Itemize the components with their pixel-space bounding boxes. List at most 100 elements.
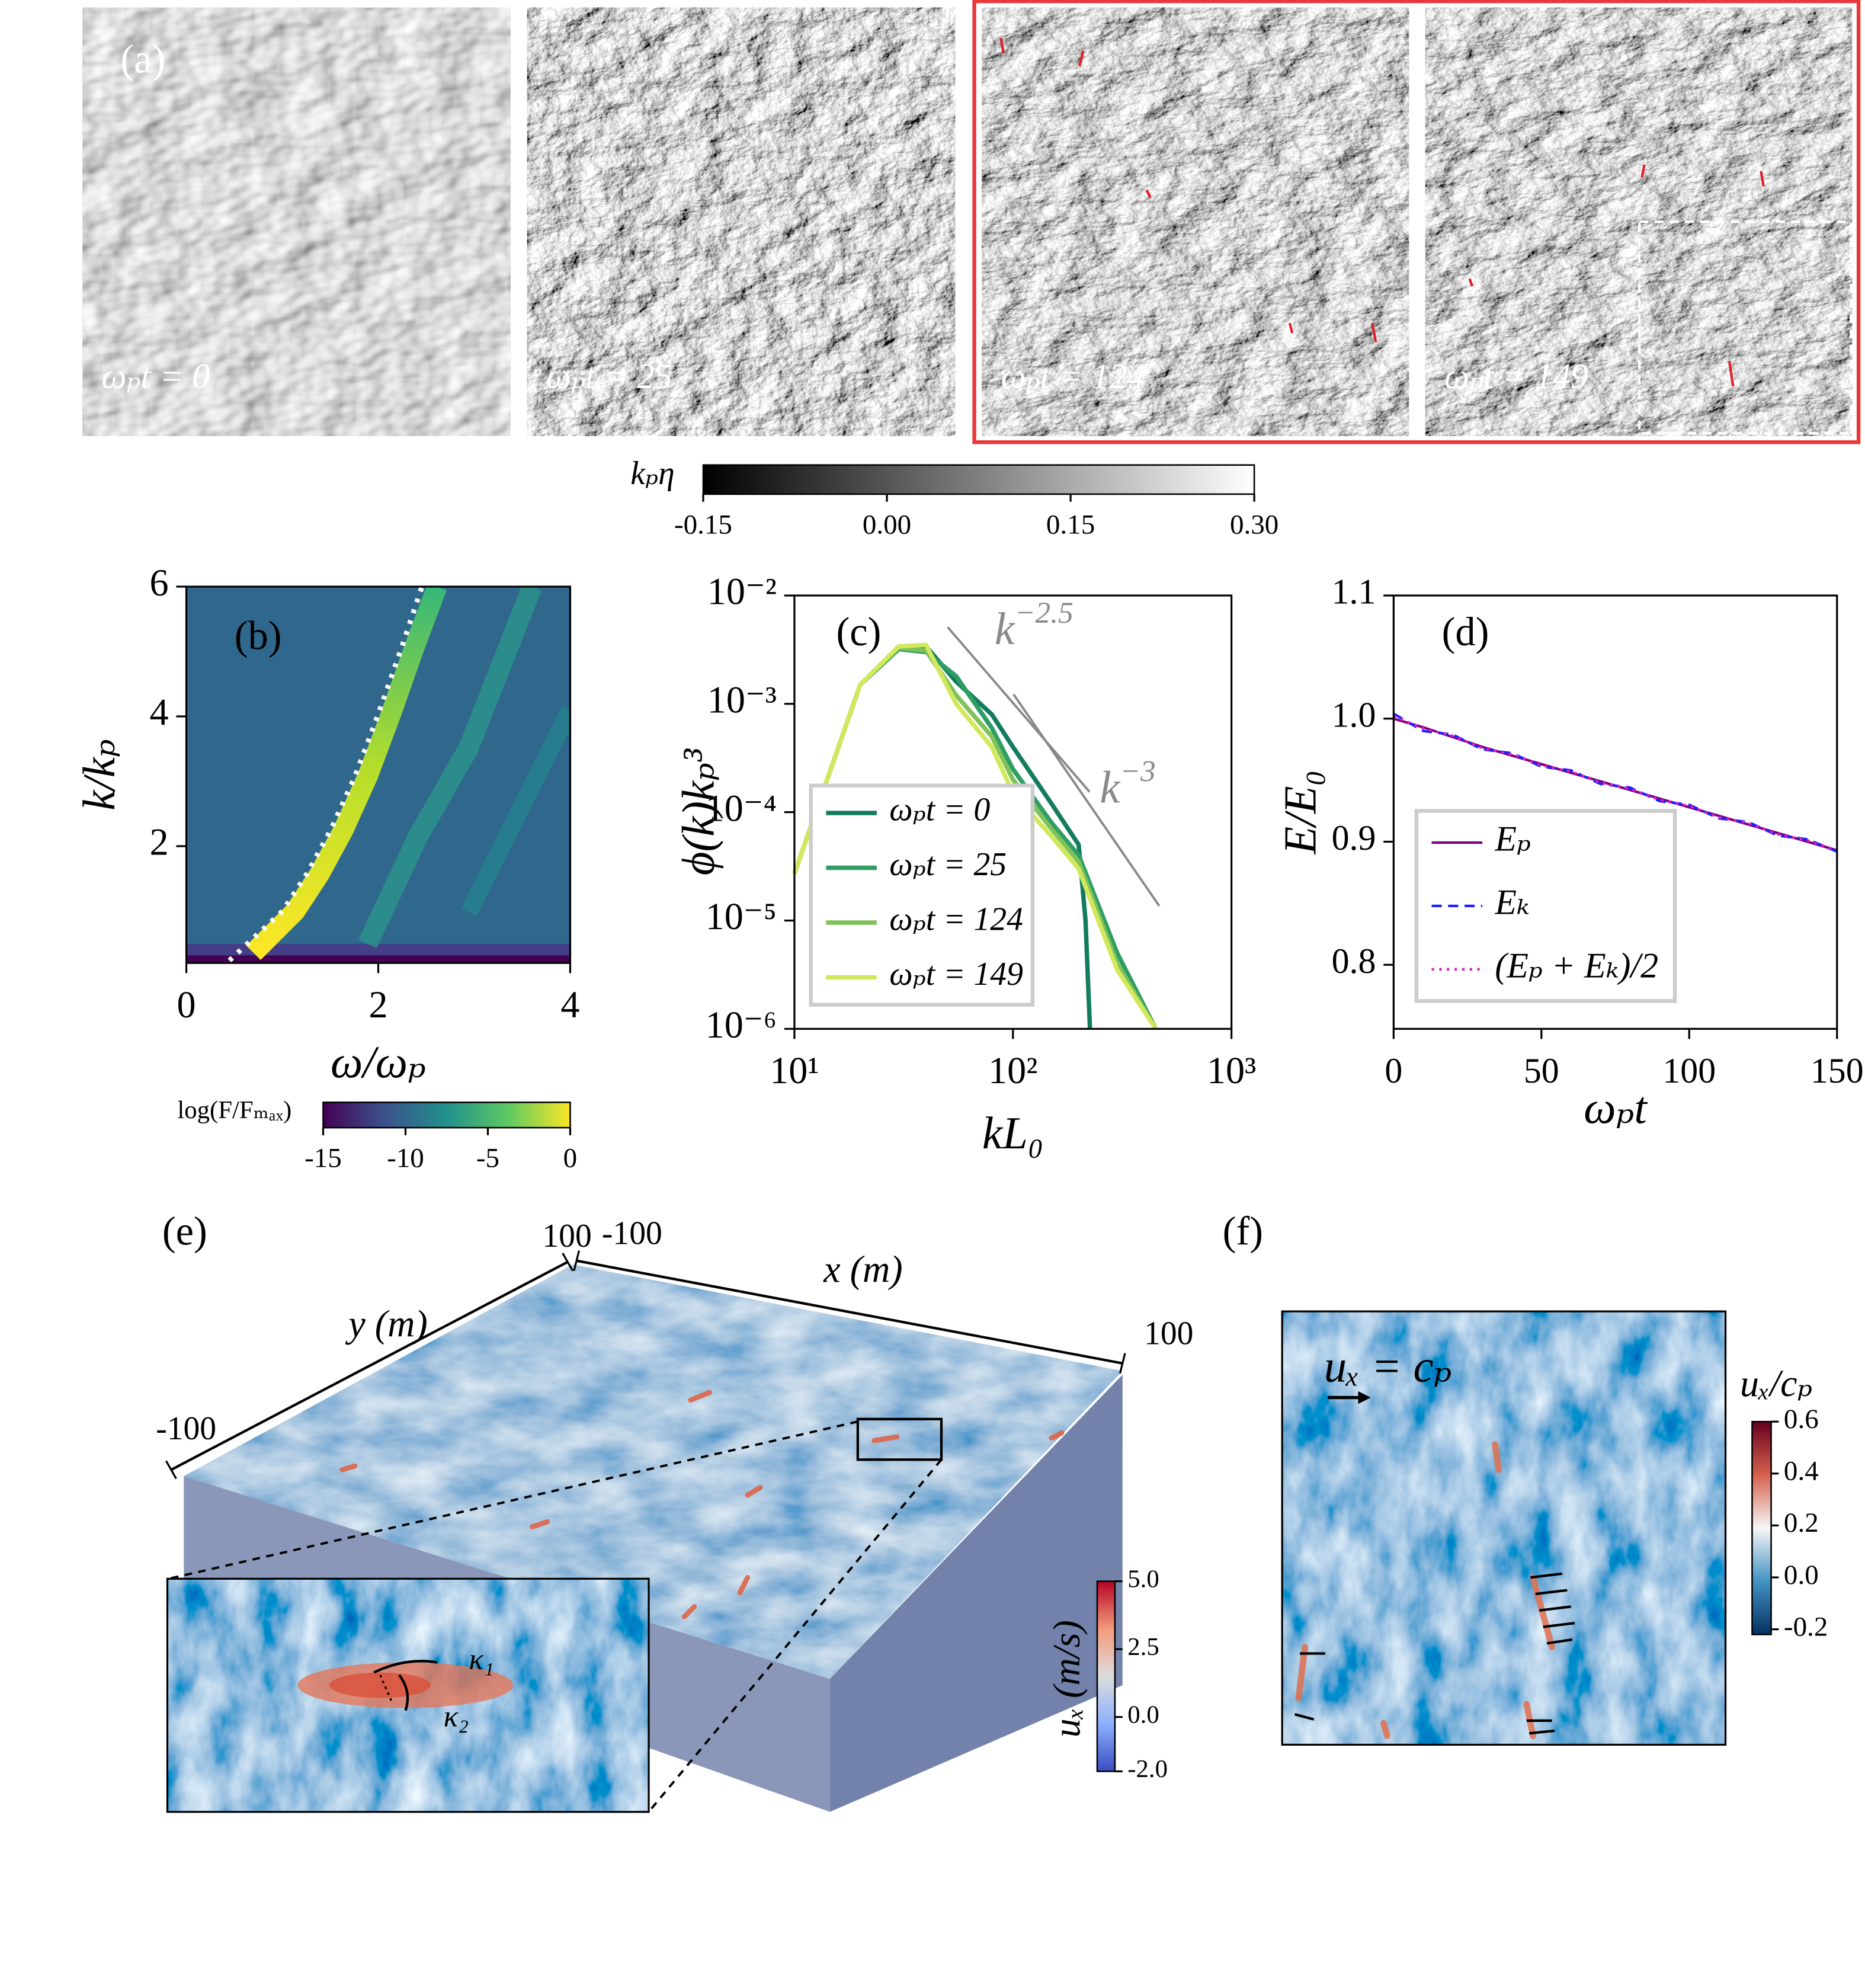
colorbar-tick-label: -0.15	[674, 509, 732, 540]
axis-label: x (m)	[823, 1248, 903, 1291]
legend-label: ωₚt = 124	[889, 901, 1023, 938]
panel-label: (d)	[1442, 609, 1489, 654]
plot-frame	[185, 585, 572, 964]
tick-label: 100	[1144, 1315, 1193, 1352]
y-tick-label: 2	[150, 821, 169, 863]
heatmap-strip	[186, 955, 571, 963]
x-tick-label: 10²	[988, 1049, 1037, 1091]
colorbar-tick-label: 0.4	[1784, 1456, 1819, 1487]
axis-line	[170, 1260, 569, 1471]
velocity-map	[1282, 1311, 1726, 1745]
curvature-arc	[379, 1675, 394, 1705]
surface-image	[982, 7, 1409, 436]
time-label: ωₚt = 149	[1444, 357, 1588, 396]
tick-label: -100	[156, 1410, 216, 1447]
colorbar-label: uₓ/cₚ	[1740, 1362, 1812, 1404]
heatmap-band	[358, 587, 542, 949]
plot-frame	[793, 594, 1233, 1030]
tick	[1119, 1353, 1126, 1374]
colorbar-tick-label: 0.30	[1230, 509, 1278, 540]
tick	[573, 1250, 580, 1272]
y-axis-label: E/E₀	[1274, 770, 1325, 855]
dispersion-line	[227, 587, 425, 962]
x-tick-label: 0	[177, 984, 196, 1026]
colorbar-label: uₓ (m/s)	[1046, 1620, 1088, 1737]
x-tick-label: 150	[1810, 1051, 1864, 1090]
series-line	[1393, 712, 1838, 853]
heatmap-band	[460, 705, 571, 917]
x-tick-label: 100	[1662, 1051, 1716, 1090]
legend-label: Eₚ	[1494, 819, 1531, 859]
panel-label: (c)	[836, 609, 881, 654]
colorbar-tick-label: 0	[563, 1142, 578, 1173]
colorbar-tick-label: -10	[387, 1142, 424, 1173]
curvature-arc	[373, 1660, 438, 1674]
legend-label: (Eₚ + Eₖ)/2	[1495, 946, 1658, 985]
surface-image	[527, 7, 956, 436]
block-side	[829, 1375, 1123, 1812]
colorbar-tick-label: 0.0	[1784, 1560, 1819, 1590]
tick	[562, 1252, 574, 1272]
colorbar-tick-label: -15	[305, 1142, 342, 1173]
colorbar-tick-label: -2.0	[1127, 1755, 1168, 1783]
colorbar	[322, 1102, 571, 1129]
x-tick-label: 10¹	[770, 1049, 819, 1091]
x-tick-label: 50	[1524, 1051, 1559, 1090]
colorbar	[1751, 1420, 1772, 1635]
axis-line	[576, 1259, 1123, 1365]
x-tick-label: 10³	[1207, 1049, 1256, 1091]
y-tick-label: 10⁻³	[707, 679, 777, 721]
y-tick-label: 1.0	[1332, 695, 1376, 734]
annotation-base: k	[995, 603, 1016, 654]
y-tick-label: 10⁻²	[707, 571, 777, 613]
plot-frame	[1392, 594, 1838, 1030]
tick-label: 100	[542, 1218, 591, 1254]
y-tick-label: 10⁻⁶	[706, 1004, 777, 1046]
breaking-marks	[999, 37, 1765, 387]
heatmap	[186, 587, 571, 963]
legend-label: Eₖ	[1494, 883, 1529, 922]
panel-label: (b)	[235, 613, 282, 658]
colorbar	[702, 464, 1255, 495]
panel-label: (e)	[162, 1209, 207, 1254]
panel-a: (a) ωₚt = 0 ωₚt = 25 ωₚt = 124 ωₚt = 149	[82, 0, 1861, 444]
annotation: k−3	[1100, 754, 1155, 812]
zoom-box	[856, 1417, 943, 1461]
breaking-marks	[339, 1390, 1065, 1619]
x-tick-label: 0	[1385, 1051, 1402, 1090]
x-axis-label: kL₀	[982, 1107, 1044, 1158]
curvature-arc	[398, 1674, 409, 1711]
annotation-base: k	[1100, 761, 1121, 812]
colorbar-label: log(F/Fₘₐₓ)	[177, 1096, 291, 1124]
colorbar-tick-label: 0.15	[1046, 509, 1095, 540]
zoom-line	[168, 1420, 858, 1580]
time-label: ωₚt = 124	[1001, 357, 1145, 396]
y-tick-label: 6	[150, 562, 169, 604]
colorbar-label: kₚη	[630, 455, 674, 492]
y-tick-label: 10⁻⁵	[706, 895, 777, 937]
colorbar-tick-label: 0.0	[1127, 1701, 1159, 1729]
arrow-head	[1358, 1391, 1371, 1404]
tick-label: -100	[602, 1215, 662, 1252]
heatmap-band	[246, 587, 447, 961]
x-tick-label: 4	[560, 984, 579, 1026]
time-label: ωₚt = 25	[546, 357, 672, 396]
surface-image	[82, 7, 511, 436]
x-tick-label: 2	[368, 984, 387, 1026]
inset-annotation: κ₂	[444, 1699, 469, 1733]
panel-e: -100 100 -100 100 y (m) x (m) κ₁ κ₂ (e)	[156, 1209, 1193, 1813]
reference-line	[947, 626, 1091, 793]
y-tick-label: 10⁻⁴	[706, 787, 777, 829]
legend-box	[809, 783, 1035, 1007]
x-axis-label: ω/ωₚ	[331, 1036, 426, 1087]
colorbar-tick-label: -0.2	[1784, 1611, 1828, 1642]
legend-label: ωₚt = 25	[889, 846, 1007, 883]
annotation-exponent: −2.5	[1015, 596, 1074, 630]
y-tick-label: 4	[150, 692, 169, 734]
panel-label: (f)	[1223, 1209, 1263, 1254]
highlight-box	[972, 0, 1861, 444]
colorbar-tick-label: 0.2	[1784, 1507, 1819, 1538]
legend-label: ωₚt = 149	[889, 956, 1023, 993]
